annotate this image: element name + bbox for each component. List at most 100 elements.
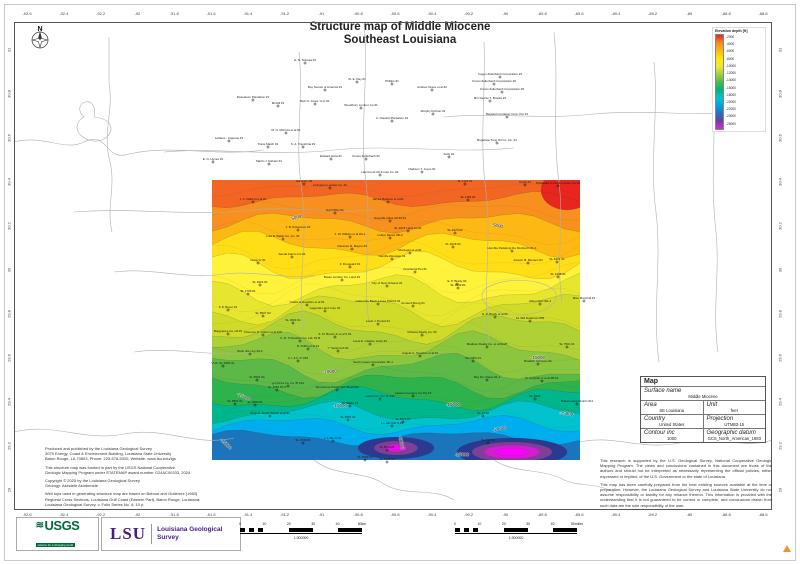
lon-tick-label: -89.2	[648, 512, 658, 517]
lon-tick-label: -90.8	[353, 11, 363, 16]
credits-block: Produced and published by the Louisiana …	[45, 446, 220, 510]
scalebar-km: 0 10 20 30 40 50km 1:300000	[239, 522, 366, 544]
lon-tick-label: -89.2	[648, 11, 658, 16]
credits-funding: This structure map was funded in part by…	[45, 464, 192, 475]
well-label: Boy Scouts of America #1	[308, 85, 343, 89]
contour-depth-label: -20000	[398, 435, 405, 450]
well-label: James Buckner et al #1	[372, 197, 404, 201]
legend-value: -16000	[726, 85, 736, 90]
well-label: SL 8503 #1	[379, 445, 395, 449]
disclaimer-research: This research is supported by the U.S. G…	[600, 458, 772, 479]
well-label: SL 330 Delacroix #55	[516, 316, 545, 320]
well-label: g.A Terra Co. Inc 'B' #12	[272, 381, 304, 385]
contour-depth-label: -5000	[491, 222, 504, 229]
well-label: L.L.&E 'A' #1	[324, 436, 341, 440]
well-label: Ray De Chane #1-1	[474, 375, 501, 379]
lon-tick-label: -91.6	[206, 512, 216, 517]
page-border	[4, 4, 796, 561]
lon-tick-label: -89.6	[574, 11, 584, 16]
lon-tick-label: -91	[318, 512, 325, 517]
contour-depth-label: -15000	[531, 355, 546, 360]
lon-tick-label: -90.2	[464, 11, 474, 16]
scalebar-tick-label: 50km	[357, 522, 367, 526]
well-label: Shep E. Smith Teteon et al #1	[250, 411, 290, 415]
lon-tick-label: -91.8	[169, 512, 179, 517]
lat-tick-label: 29	[777, 487, 783, 493]
well-label: SL 2739 #1	[295, 438, 311, 442]
well-label: Montegut et al #1	[398, 248, 422, 252]
datum-value: GCS_North_American_1983	[707, 435, 761, 441]
lat-tick-label: 30	[777, 267, 783, 273]
contour-depth-label: -5000	[289, 214, 302, 222]
scalebar-tick-label: 30	[526, 522, 531, 526]
lat-tick-label: 29.8	[6, 310, 12, 318]
well-label: SL 1901	[529, 394, 540, 398]
lat-tick-label: 29.4	[6, 398, 12, 406]
well-label: SL 1709 #1	[240, 289, 256, 293]
well-label: Edward Hera #1	[320, 154, 342, 158]
projection-label: Projection	[706, 415, 734, 422]
well-label: Leland Co. Inc 'C' #16	[365, 394, 395, 398]
well-label: Sanda Farms Inc #1	[278, 252, 305, 256]
well-label: R. Ruffin et al #1	[297, 344, 320, 348]
legend-value: -22000	[726, 107, 736, 112]
well-label: SL 1131 #1	[457, 179, 472, 183]
lon-tick-label: -92.6	[22, 512, 32, 517]
well-label: Mrs Fannie T. Brooks #1	[474, 96, 507, 100]
well-label: SL 2074 Land Co #1	[394, 226, 422, 230]
north-arrow-icon: N	[31, 26, 49, 49]
lon-tick-label: -91.4	[243, 11, 253, 16]
map-canvas: -5000 -5000 -10000 -15000 -15000 -15000 -15000…	[14, 22, 772, 510]
well-label: Rosedown Plantation #1	[237, 95, 270, 99]
well-label: SL 2018 #2	[445, 242, 461, 246]
area-value: SE Louisiana	[659, 407, 685, 413]
lat-tick-label: 30.4	[6, 178, 12, 186]
well-label: Louis E. Cadiere Heirs #1	[353, 339, 388, 343]
well-label: F. Droujeard #1	[340, 262, 361, 266]
well-label: C.I. & F 'A' #18	[288, 356, 308, 360]
well-label: Cooke & Goodwin et al #1	[290, 300, 325, 304]
map-neatline	[14, 22, 772, 510]
well-label: Terrebonne Parish Sch Board #1	[315, 385, 359, 389]
well-label: Angela G. Tompton et al #1	[402, 351, 439, 355]
lon-tick-label: -90	[502, 512, 509, 517]
lon-tick-label: -88.8	[721, 512, 731, 517]
well-label: SL 5674 #1	[395, 417, 411, 421]
well-label: B. Cockrell Jr et al #B #1	[525, 376, 558, 380]
lon-tick-label: -90	[502, 11, 509, 16]
well-label: Madison T. Joyce #1	[408, 167, 436, 171]
lon-tick-label: -89.8	[537, 512, 547, 517]
well-label: E. P. Brady #2	[448, 279, 467, 283]
well-label: M. N. McInnis et al #1	[271, 128, 300, 132]
well-label: Joseph M. Menaco #1	[513, 258, 543, 262]
well-label: Andrew Grace et al #2	[417, 85, 447, 89]
well-label: 'Y' Sand Unit #1	[327, 346, 349, 350]
disclaimer-block: This research is supported by the U.S. G…	[600, 458, 772, 511]
well-label: Bowie Lumber Co. Land #1	[324, 275, 361, 279]
well-label: Woodbury Lumber Co #1	[344, 103, 378, 107]
contour-depth-label: -15000	[236, 391, 251, 402]
well-label: Clarence D. Mayne #3	[337, 244, 367, 248]
well-label: SL 5901 #A	[249, 375, 265, 379]
well-label: Earl Miller #1	[326, 208, 344, 212]
legend-value: -8000	[726, 56, 735, 61]
scalebar-miles: 0 10 20 30 40 50miles 1:300000	[454, 522, 583, 544]
well-label: Lagonda Land Corp #2	[310, 306, 341, 310]
well-label: Madison Realty Co. et al #A25	[467, 342, 508, 346]
country-label: Country	[644, 415, 666, 422]
lat-tick-label: 30.2	[777, 222, 783, 230]
well-label: J. B. Robertson #1	[286, 225, 311, 229]
credits-publisher: Produced and published by the Louisiana …	[45, 446, 176, 462]
area-label: Area	[644, 401, 657, 408]
lat-tick-label: 29.2	[6, 442, 12, 450]
legend-value: -18000	[726, 92, 736, 97]
well-label: Martin J. Rahaiz #1	[256, 159, 282, 163]
well-label: Louis J. Pertuit #1	[366, 319, 390, 323]
scalebar-tick-label: 10	[262, 522, 267, 526]
lon-tick-label: -90.4	[427, 512, 437, 517]
lon-tick-label: -89.6	[574, 512, 584, 517]
lon-tick-label: -89	[686, 11, 693, 16]
well-label: SL Marks #1	[342, 401, 359, 405]
well-label: Burial Levee District #11	[561, 399, 594, 403]
lon-tick-label: -88.8	[721, 11, 731, 16]
